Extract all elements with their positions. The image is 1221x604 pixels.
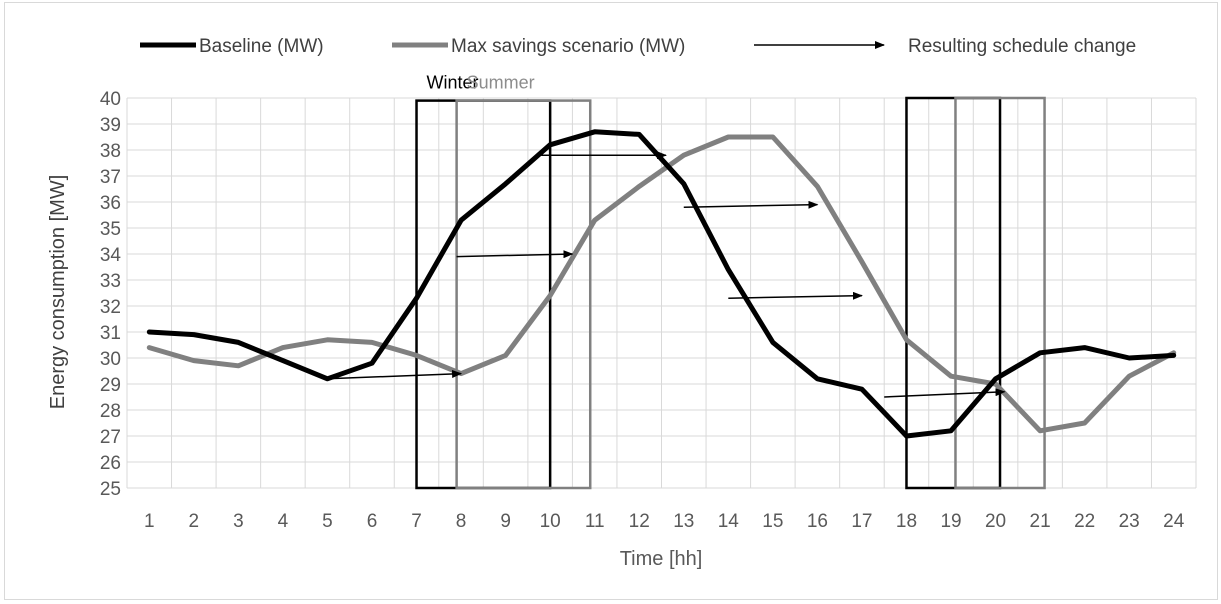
x-tick-label: 1 [144, 511, 155, 532]
legend-label-schedule-change: Resulting schedule change [908, 36, 1136, 57]
y-axis-label: Energy consumption [MW] [47, 175, 69, 410]
x-tick-label: 5 [322, 511, 333, 532]
schedule-change-arrow [456, 250, 574, 259]
legend: Baseline (MW) Max savings scenario (MW) … [140, 36, 1136, 57]
x-tick-label: 10 [540, 511, 561, 532]
legend-label-max-savings: Max savings scenario (MW) [451, 36, 685, 57]
x-tick-label: 22 [1074, 511, 1095, 532]
schedule-change-arrow [683, 200, 819, 209]
y-tick-label: 38 [100, 141, 121, 162]
y-tick-label: 39 [100, 115, 121, 136]
x-tick-label: 11 [585, 511, 605, 532]
x-tick-label: 2 [189, 511, 200, 532]
x-tick-label: 15 [762, 511, 783, 532]
time-window-box [905, 96, 1002, 490]
y-tick-label: 32 [100, 297, 121, 318]
x-tick-label: 17 [851, 511, 872, 532]
time-window-label: Summer [467, 73, 535, 93]
time-window-label: Winter [427, 73, 479, 93]
x-tick-label: 21 [1030, 511, 1051, 532]
y-tick-label: 27 [100, 427, 121, 448]
x-axis-label: Time [hh] [620, 548, 703, 570]
y-tick-label: 29 [100, 375, 121, 396]
x-tick-label: 23 [1119, 511, 1140, 532]
x-tick-label: 16 [807, 511, 828, 532]
chart-frame [4, 2, 1218, 600]
x-tick-label: 20 [985, 511, 1006, 532]
x-tick-label: 9 [500, 511, 511, 532]
x-tick-label: 6 [367, 511, 378, 532]
schedule-change-arrow [327, 369, 463, 380]
schedule-change-arrows [327, 151, 1006, 398]
y-tick-label: 25 [100, 479, 121, 500]
y-tick-label: 35 [100, 219, 121, 240]
y-tick-label: 33 [100, 271, 121, 292]
x-tick-label: 13 [673, 511, 694, 532]
y-tick-label: 40 [100, 89, 121, 110]
x-tick-label: 19 [940, 511, 961, 532]
y-tick-label: 30 [100, 349, 121, 370]
schedule-change-arrow [728, 291, 863, 300]
schedule-change-arrow [884, 388, 1006, 398]
time-window-box [954, 96, 1046, 490]
x-tick-label: 4 [278, 511, 289, 532]
y-tick-label: 34 [100, 245, 122, 266]
legend-label-baseline: Baseline (MW) [199, 36, 324, 57]
x-tick-label: 8 [456, 511, 467, 532]
y-tick-label: 26 [100, 453, 121, 474]
y-tick-label: 31 [100, 323, 121, 344]
x-tick-label: 24 [1163, 511, 1185, 532]
x-tick-label: 14 [718, 511, 740, 532]
x-tick-label: 18 [896, 511, 917, 532]
y-tick-label: 36 [100, 193, 121, 214]
y-tick-label: 37 [100, 167, 121, 188]
time-window-box [455, 99, 592, 490]
x-tick-label: 7 [411, 511, 422, 532]
y-tick-label: 28 [100, 401, 121, 422]
x-tick-label: 3 [233, 511, 244, 532]
x-tick-label: 12 [629, 511, 650, 532]
